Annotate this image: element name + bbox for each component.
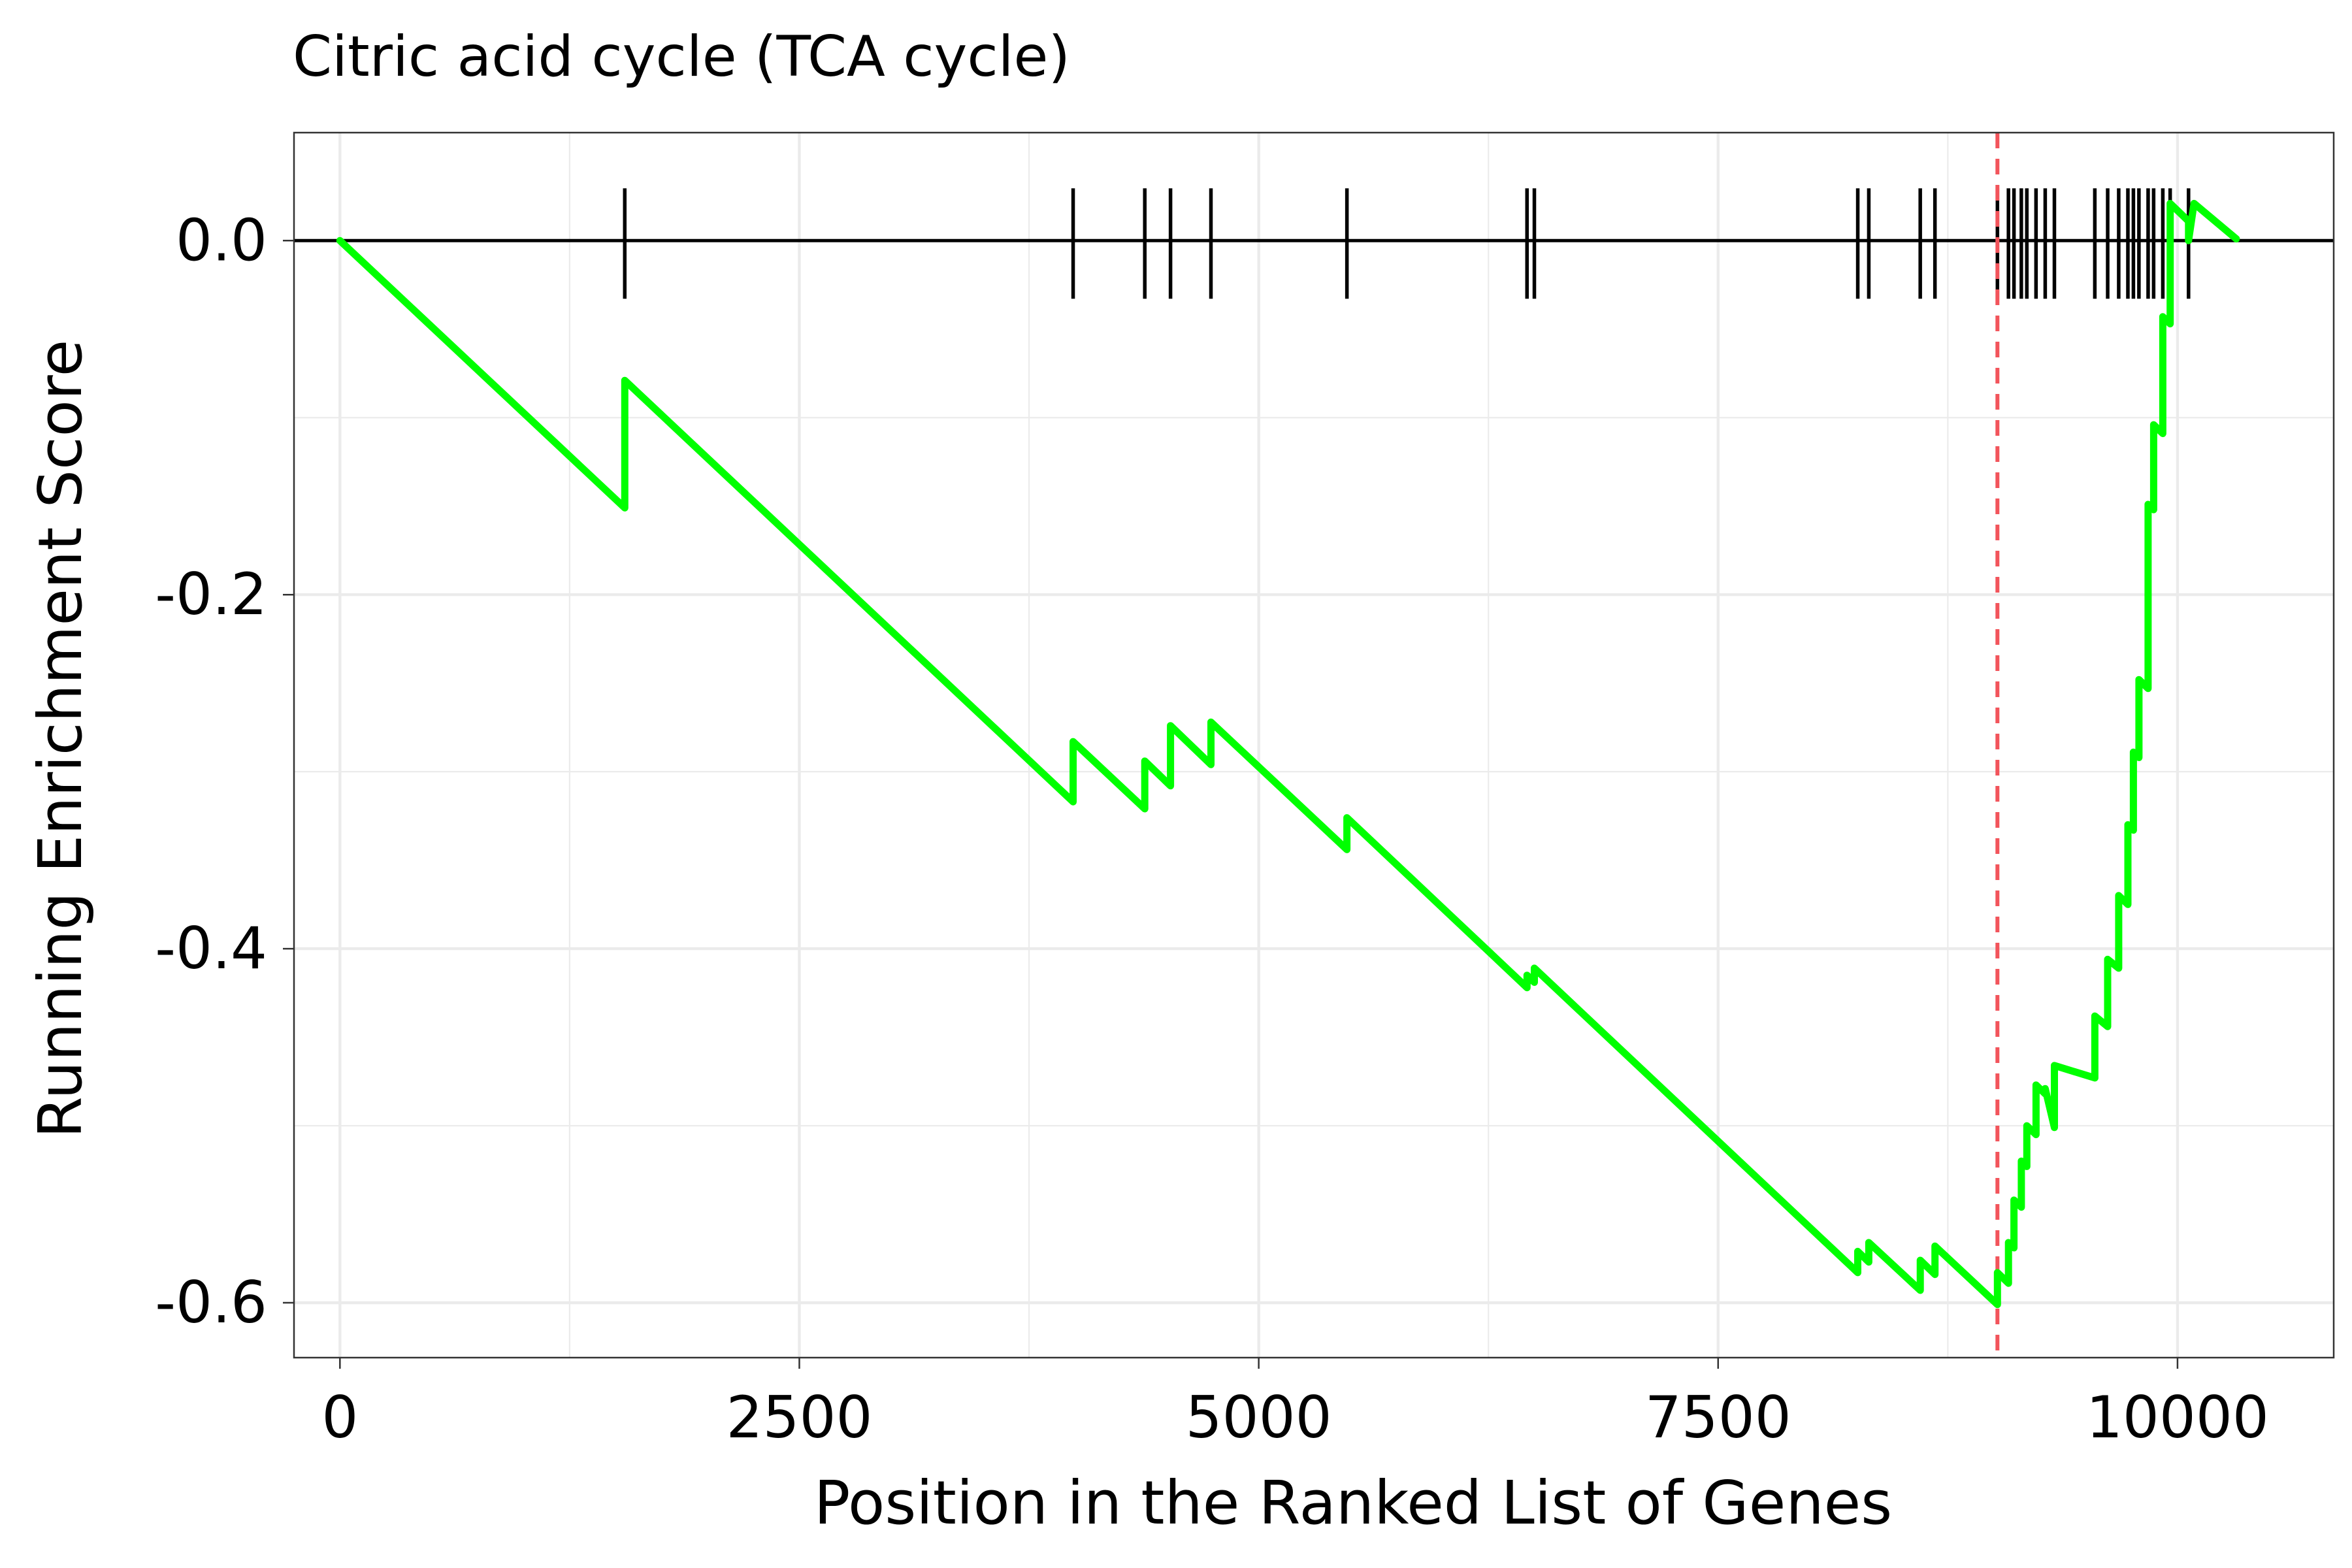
y-tick-label-1: -0.2	[155, 561, 267, 628]
grid-lines	[294, 133, 2334, 1358]
x-tick-label-2: 5000	[1186, 1384, 1332, 1451]
chart-title: Citric acid cycle (TCA cycle)	[293, 24, 1070, 90]
y-tick-label-2: -0.4	[155, 915, 267, 982]
x-tick-label-3: 7500	[1645, 1384, 1791, 1451]
x-axis-ticks: 0 2500 5000 7500 10000	[321, 1358, 2269, 1451]
y-axis-title: Running Enrichment Score	[25, 340, 95, 1138]
y-axis-ticks: 0.0 -0.2 -0.4 -0.6	[155, 206, 294, 1336]
y-tick-label-0: 0.0	[176, 206, 267, 274]
x-tick-label-1: 2500	[726, 1384, 872, 1451]
series-group	[336, 199, 2240, 1309]
series-line-0	[336, 199, 2240, 1309]
x-tick-label-0: 0	[321, 1384, 358, 1451]
plot-panel	[294, 133, 2334, 1358]
x-axis-title: Position in the Ranked List of Genes	[814, 1468, 1892, 1538]
x-tick-label-4: 10000	[2086, 1384, 2269, 1451]
plot-panel-border	[293, 131, 2335, 1359]
y-tick-label-3: -0.6	[155, 1269, 267, 1336]
